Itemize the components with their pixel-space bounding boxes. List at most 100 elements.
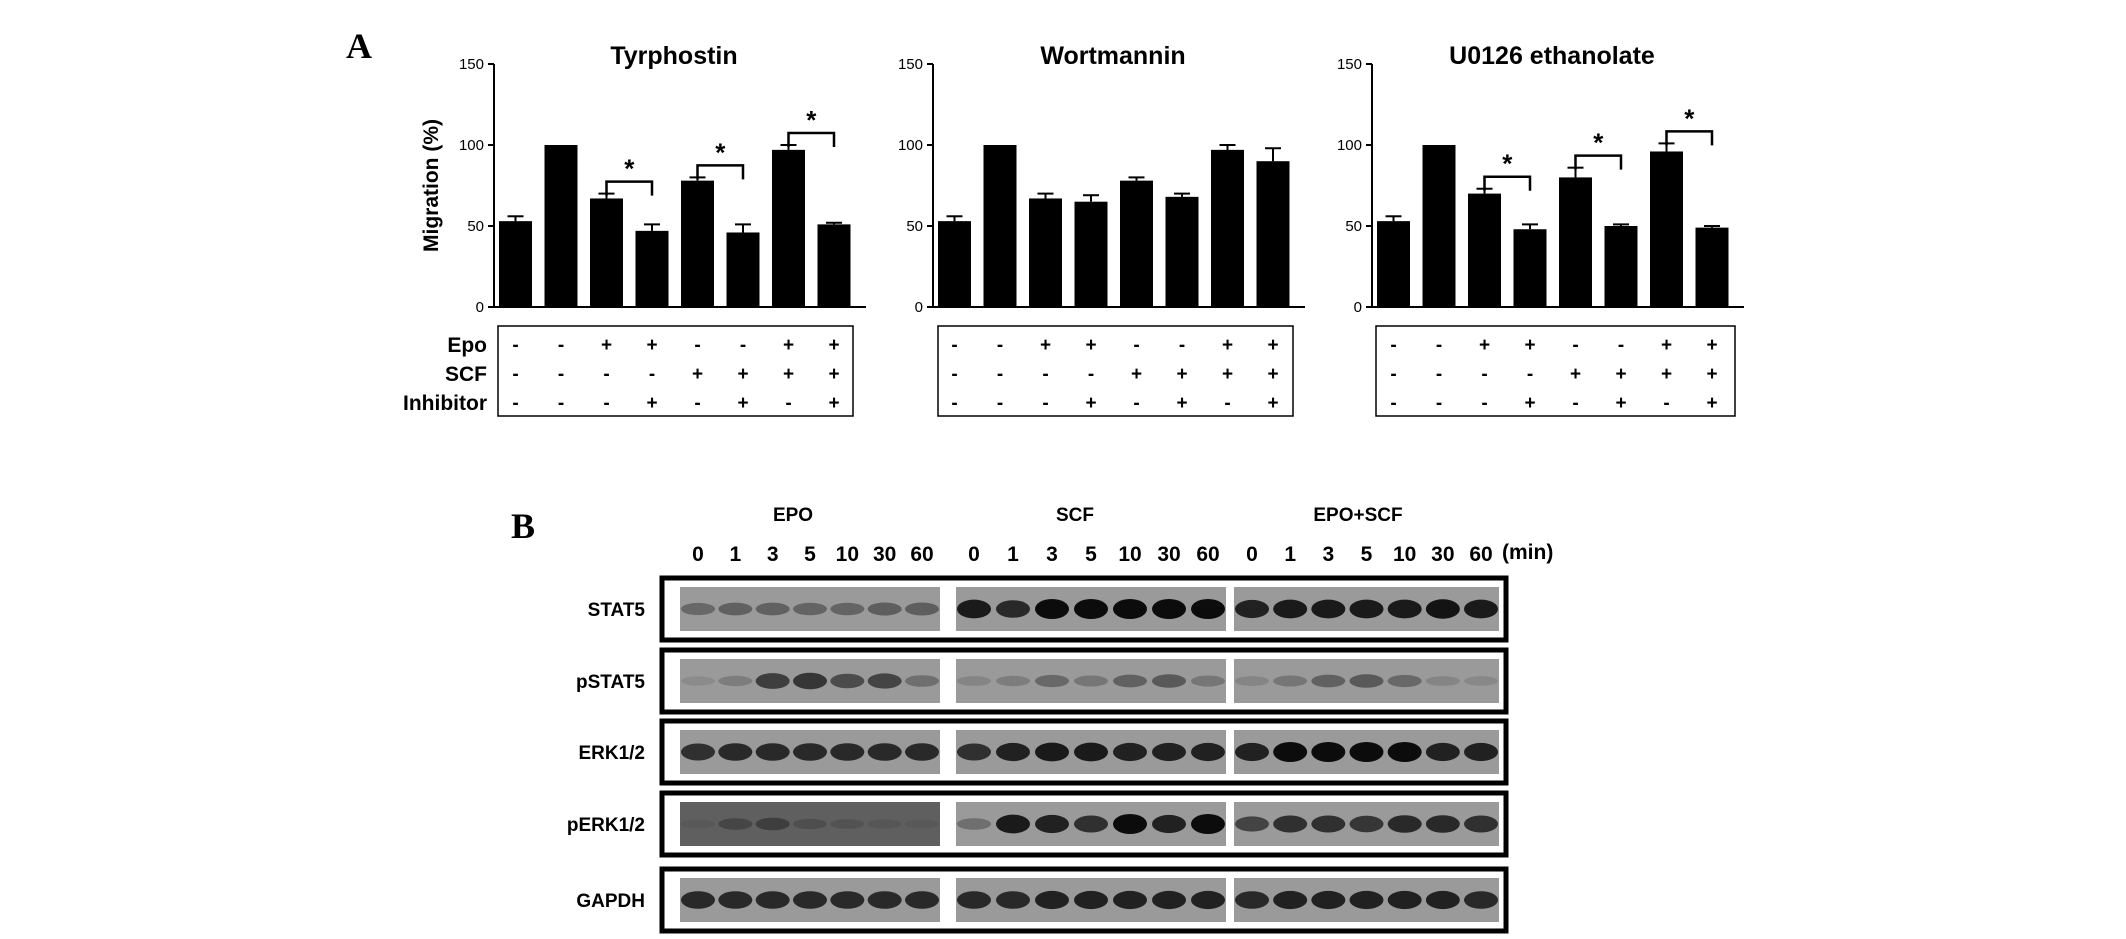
timepoint-label: 30 xyxy=(873,543,896,566)
treatment-sign: - xyxy=(1042,364,1048,385)
chart-title: Tyrphostin xyxy=(610,42,737,70)
bar-charts: Tyrphostin 0 50 100 150 Migration (%) * * * - - + + -… xyxy=(403,42,1744,417)
blot-band xyxy=(1152,599,1186,619)
treatment-sign: - xyxy=(1179,335,1185,356)
timepoint-label: 5 xyxy=(804,543,816,566)
bar xyxy=(1074,201,1108,307)
blot-band xyxy=(867,673,902,689)
blot-band xyxy=(1113,890,1147,910)
treatment-sign: - xyxy=(1390,393,1396,414)
treatment-sign: - xyxy=(512,364,518,385)
y-tick-label: 50 xyxy=(467,218,484,235)
bar xyxy=(1468,193,1501,307)
y-tick-label: 150 xyxy=(1337,56,1362,73)
treatment-sign: - xyxy=(997,335,1003,356)
treatment-sign: - xyxy=(1663,393,1669,414)
blot-strip xyxy=(680,587,940,631)
bar xyxy=(726,232,760,307)
treatment-sign: - xyxy=(1390,364,1396,385)
timepoint-label: 10 xyxy=(1118,543,1141,566)
treatment-sign: + xyxy=(1085,335,1096,356)
treatment-sign: - xyxy=(1572,335,1578,356)
blot-band xyxy=(793,891,827,909)
timepoint-label: 5 xyxy=(1085,543,1097,566)
blot-band xyxy=(1152,890,1186,910)
timepoint-label: 0 xyxy=(968,543,980,566)
bar xyxy=(817,224,851,307)
blot-band xyxy=(1387,815,1422,833)
blot-band xyxy=(793,743,827,761)
significance-bracket xyxy=(1574,154,1623,170)
treatment-sign: + xyxy=(1267,393,1278,414)
chart-1: Tyrphostin 0 50 100 150 Migration (%) * * * - - + + -… xyxy=(403,42,866,417)
blot-row-label: pSTAT5 xyxy=(576,672,645,693)
blot-band xyxy=(957,743,991,761)
treatment-sign: - xyxy=(1572,393,1578,414)
blot-band xyxy=(830,891,865,909)
blot-band xyxy=(1113,674,1147,688)
treatment-sign: - xyxy=(649,364,655,385)
blot-band xyxy=(1152,674,1186,688)
treatment-sign: - xyxy=(997,393,1003,414)
treatment-sign: + xyxy=(1479,335,1490,356)
blot-band xyxy=(1464,742,1498,762)
bar xyxy=(681,180,714,307)
timepoint-label: 1 xyxy=(1284,543,1296,566)
blot-band xyxy=(1425,815,1460,833)
timepoint-label: 10 xyxy=(836,543,859,566)
y-tick-label: 50 xyxy=(1345,218,1362,235)
blot-band xyxy=(718,675,753,687)
treatment-sign: + xyxy=(1615,393,1626,414)
treatment-sign: - xyxy=(997,364,1003,385)
treatment-sign: + xyxy=(783,364,794,385)
treatment-sign: - xyxy=(1390,335,1396,356)
blot-band xyxy=(1387,674,1422,688)
bar xyxy=(1422,145,1456,307)
timepoint-label: 1 xyxy=(729,543,741,566)
blot-band xyxy=(1074,742,1108,762)
treatment-sign: - xyxy=(558,335,564,356)
treatment-sign: - xyxy=(558,364,564,385)
treatment-sign: - xyxy=(558,393,564,414)
treatment-sign: - xyxy=(1436,393,1442,414)
panel-a-label: A xyxy=(346,26,372,66)
blot-band xyxy=(905,743,939,761)
blot-band xyxy=(1235,599,1269,619)
blot-band xyxy=(1074,675,1108,687)
blot-strip xyxy=(680,802,940,846)
blot-band xyxy=(957,818,991,830)
treatment-sign: + xyxy=(783,335,794,356)
blot-band xyxy=(718,743,753,761)
bar xyxy=(1559,177,1592,307)
blot-strip xyxy=(1234,659,1499,703)
time-unit-label: (min) xyxy=(1502,541,1553,564)
blot-band xyxy=(793,602,827,616)
blot-band xyxy=(1387,890,1422,910)
blot-band xyxy=(1191,742,1225,762)
blot-band xyxy=(1425,599,1460,619)
blot-band xyxy=(996,675,1030,687)
blot-band xyxy=(1113,742,1147,762)
treatment-sign: - xyxy=(1436,364,1442,385)
blot-strip xyxy=(956,659,1226,703)
bar xyxy=(1120,180,1153,307)
blot-band xyxy=(1273,599,1308,619)
treatment-sign: - xyxy=(1481,364,1487,385)
blot-band xyxy=(957,599,991,619)
treatment-sign: + xyxy=(1706,364,1717,385)
blot-band xyxy=(905,675,939,687)
blot-band xyxy=(957,891,991,909)
blot-band xyxy=(996,600,1030,618)
treatment-sign: + xyxy=(1706,393,1717,414)
treatment-sign: + xyxy=(1267,335,1278,356)
blot-group-label: EPO xyxy=(773,505,813,526)
bar xyxy=(983,145,1017,307)
treatment-sign: - xyxy=(1527,364,1533,385)
chart-3: U0126 ethanolate 0 50 100 150 * * * - - + + - - + + - - - -… xyxy=(1337,42,1744,417)
blot-band xyxy=(718,891,753,909)
y-tick-label: 0 xyxy=(1354,299,1362,316)
y-axis-label: Migration (%) xyxy=(420,119,443,252)
blot-band xyxy=(1387,599,1422,619)
treatment-sign: - xyxy=(1481,393,1487,414)
